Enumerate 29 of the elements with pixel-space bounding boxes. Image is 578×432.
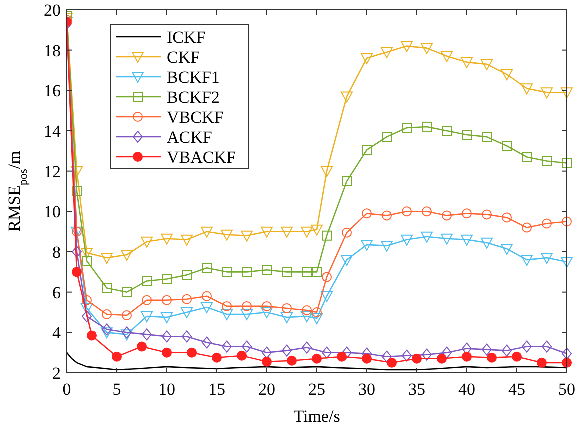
legend-label: BCKF2 (167, 88, 220, 107)
legend-label: CKF (167, 48, 200, 67)
x-tick-label: 30 (358, 380, 376, 399)
x-tick-label: 15 (208, 380, 226, 399)
y-tick-label: 14 (44, 122, 62, 141)
legend-label: VBACKF (167, 148, 236, 167)
y-tick-label: 6 (52, 283, 61, 302)
x-tick-label: 5 (112, 380, 122, 399)
y-tick-label: 16 (44, 82, 61, 101)
x-tick-label: 45 (508, 380, 526, 399)
y-tick-label: 2 (52, 364, 61, 383)
x-tick-label: 25 (308, 380, 326, 399)
y-tick-label: 20 (44, 1, 61, 20)
x-tick-label: 35 (408, 380, 426, 399)
y-tick-label: 18 (44, 41, 61, 60)
y-tick-label: 8 (52, 243, 61, 262)
legend-label: BCKF1 (167, 68, 220, 87)
legend-label: VBCKF (167, 108, 224, 127)
y-tick-label: 12 (44, 162, 61, 182)
legend-label: ACKF (167, 128, 212, 147)
x-tick-label: 40 (458, 380, 476, 399)
x-tick-label: 0 (62, 380, 72, 399)
legend-label: ICKF (167, 28, 206, 47)
x-tick-label: 10 (158, 380, 176, 399)
y-tick-label: 10 (44, 202, 61, 222)
x-tick-label: 20 (258, 380, 276, 399)
y-tick-label: 4 (52, 324, 62, 343)
x-tick-label: 50 (558, 380, 576, 399)
x-axis-title: Time/s (294, 407, 340, 426)
